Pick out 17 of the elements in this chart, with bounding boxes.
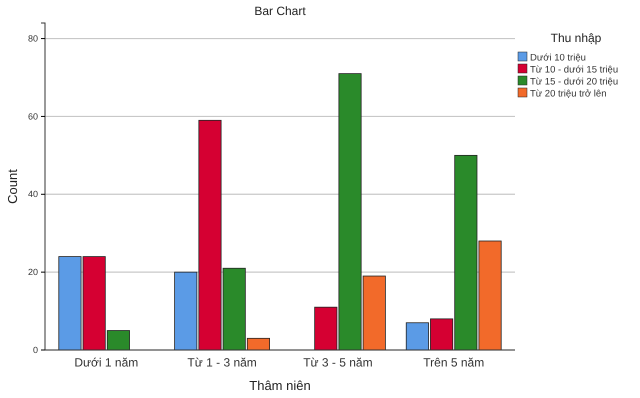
legend-label: Dưới 10 triệu (530, 52, 586, 64)
legend-title: Thu nhập (550, 31, 602, 45)
y-tick-label: 0 (32, 344, 38, 355)
y-tick-label: 40 (28, 189, 38, 200)
y-tick-label: 20 (28, 267, 38, 278)
x-tick-label: Dưới 1 năm (74, 356, 138, 370)
chart-title: Bar Chart (254, 4, 306, 18)
x-tick-label: Từ 3 - 5 năm (303, 356, 373, 370)
x-tick-label: Trên 5 năm (423, 356, 484, 370)
legend-label: Từ 20 triệu trở lên (530, 88, 606, 100)
y-tick-label: 60 (28, 111, 38, 122)
x-axis-title: Thâm niên (249, 378, 311, 393)
y-axis-title: Count (5, 168, 20, 204)
y-tick-label: 80 (28, 33, 38, 44)
x-tick-label: Từ 1 - 3 năm (187, 356, 257, 370)
legend-label: Từ 10 - dưới 15 triệu (530, 64, 618, 76)
legend-label: Từ 15 - dưới 20 triệu (530, 76, 618, 88)
